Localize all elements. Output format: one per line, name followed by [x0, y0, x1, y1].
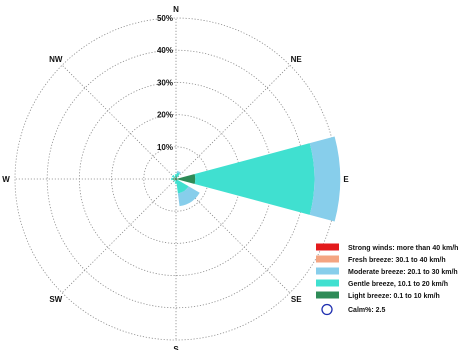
petal-nne-segment-1 [176, 172, 180, 178]
radial-tick-label: 50% [157, 14, 173, 23]
radial-tick-label: 40% [157, 46, 173, 55]
legend-entry: Light breeze: 0.1 to 10 km/h [348, 293, 440, 300]
petal-nne-segment-0 [176, 177, 177, 179]
legend-swatch [316, 267, 339, 275]
petal-nne-segment-2 [176, 171, 181, 174]
legend-entry: Strong winds: more than 40 km/h [348, 245, 458, 252]
tick-labels: 10% 20% 30% 40% 50% [157, 14, 173, 152]
petal-s-segment-1 [174, 180, 178, 184]
radial-tick-label: 20% [157, 111, 173, 120]
calm-marker-icon [321, 303, 333, 316]
petal-s-segment-0 [175, 179, 177, 181]
direction-label-w: W [2, 175, 10, 184]
legend-swatch [316, 243, 339, 251]
direction-labels: N NE E SE S SW W NW [2, 5, 349, 350]
petal-nw-segment-1 [171, 174, 176, 179]
petal-e-segment-0 [176, 174, 196, 184]
legend-entry: Moderate breeze: 20.1 to 30 km/h [348, 269, 458, 276]
petal-sse-segment-2 [177, 190, 193, 207]
calm-label: Calm%: 2.5 [348, 307, 385, 314]
grid-spoke [61, 178, 177, 294]
petal-e-segment-2 [309, 136, 341, 222]
direction-label-s: S [173, 345, 179, 350]
legend-entry: Fresh breeze: 30.1 to 40 km/h [348, 257, 446, 264]
legend-swatch [316, 255, 339, 263]
legend-entry: Gentle breeze, 10.1 to 20 km/h [348, 281, 448, 288]
radial-tick-label: 30% [157, 78, 173, 87]
petals [171, 136, 341, 222]
direction-label-sw: SW [49, 295, 62, 304]
petal-nw-segment-0 [174, 177, 176, 179]
direction-label-nw: NW [49, 55, 63, 64]
legend: Strong winds: more than 40 km/h Fresh bre… [316, 243, 458, 316]
radial-tick-label: 10% [157, 143, 173, 152]
petal-sw-segment-0 [174, 179, 176, 181]
petal-w-segment-1 [171, 177, 173, 181]
petal-se-segment-0 [176, 179, 178, 181]
legend-swatch [316, 279, 339, 287]
direction-label-e: E [343, 175, 349, 184]
direction-label-se: SE [291, 295, 302, 304]
petal-se-segment-1 [176, 179, 189, 192]
direction-label-ne: NE [291, 55, 303, 64]
petal-w-segment-0 [172, 178, 176, 180]
direction-label-n: N [173, 5, 179, 14]
legend-swatch [316, 291, 339, 299]
petal-e-segment-1 [194, 143, 315, 215]
petal-sw-segment-1 [173, 179, 176, 182]
petal-sse-segment-1 [176, 180, 185, 194]
